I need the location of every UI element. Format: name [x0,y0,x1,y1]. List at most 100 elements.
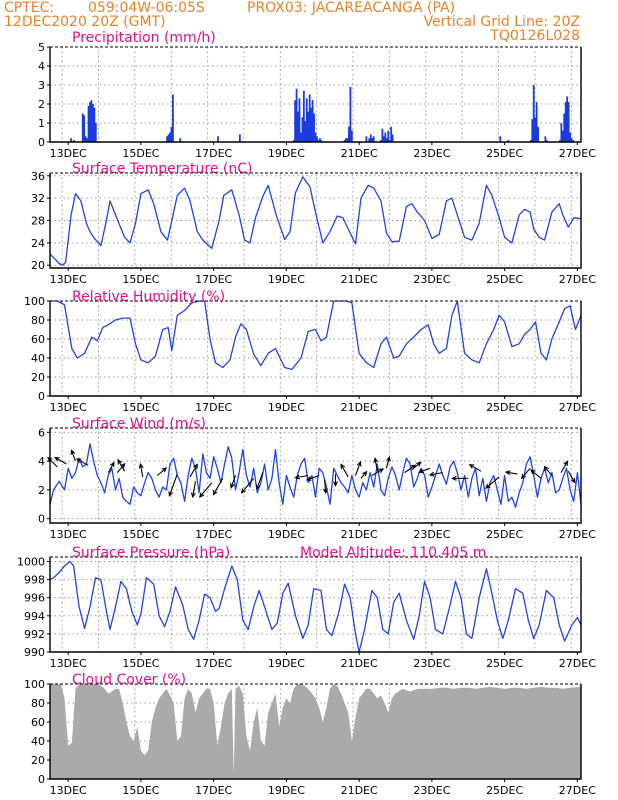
y-tick-label: 60 [31,716,45,729]
precip-bar [372,136,375,142]
pressure-series-line [49,560,582,653]
frame [49,557,582,653]
precip-bar [544,136,547,142]
precip-bar [302,90,305,142]
panel-title: Surface Wind (m/s) [72,416,206,432]
y-tick-label: 28 [31,215,45,228]
y-tick-label: 100 [24,295,45,308]
wind-arrow [240,478,255,494]
y-tick-label: 994 [24,610,45,623]
precip-bar [298,98,301,142]
precip-bar [529,140,532,142]
y-tick-label: 32 [31,192,45,205]
x-tick-label: 15DEC [122,147,159,160]
precip-bar [566,96,569,142]
precip-bar [537,126,539,142]
y-tick-label: 996 [24,592,45,605]
precip-bar [318,138,321,142]
y-tick-label: 40 [31,735,45,748]
panel-title: Surface Pressure (hPa) [72,545,230,561]
panel-cloud: 0 20 40 60 80 100 13DEC 15DEC 17DEC 19DEC 21DEC 23D… [24,672,596,797]
wind-arrow [451,475,469,481]
x-tick-label: 25DEC [486,657,523,670]
y-tick-label: 4 [38,60,45,73]
precip-bar [559,140,561,142]
y-tick-label: 2 [38,484,45,497]
x-tick-label: 25DEC [486,528,523,541]
y-tick-label: 990 [24,646,45,659]
y-tick-label: 0 [38,513,45,526]
y-tick-label: 1000 [17,556,45,569]
precip-bar [172,94,174,142]
header-coords: 059:04W-06:05S [88,0,205,16]
y-tick-label: 998 [24,574,45,587]
wind-arrow [504,470,518,476]
x-tick-label: 17DEC [195,528,232,541]
x-tick-label: 19DEC [268,401,305,414]
wind-arrow [484,476,500,489]
panel-wind: 0 2 4 6 13DEC 15DEC 17DEC 19DEC 21DEC 23DEC 25DEC 2… [38,416,596,541]
precip-bar [343,140,346,142]
precip-bar [570,138,573,142]
precip-bar [348,126,350,142]
precip-bar [569,132,571,142]
precip-bar [350,130,353,142]
precip-bar [567,102,570,142]
y-tick-label: 0 [38,136,45,149]
precip-bar [93,107,96,142]
precip-bar [70,138,72,142]
wind-arrow [428,471,443,477]
x-tick-label: 15DEC [122,528,159,541]
precip-bar [304,121,307,142]
wind-arrow [168,473,178,497]
header-grid-note: Vertical Grid Line: 20Z [423,14,580,30]
wind-arrow [333,474,338,487]
header-run-code: TQ0126L028 [490,28,580,44]
wind-arrow [530,469,542,479]
frame [49,47,582,143]
precip-bar [314,132,317,142]
precip-bar [86,138,88,142]
precip-bar [83,115,86,142]
x-tick-label: 17DEC [195,147,232,160]
y-tick-label: 2 [38,98,45,111]
frame [49,684,582,780]
precip-bar [535,102,538,142]
wind-arrow [116,462,126,473]
x-tick-label: 19DEC [268,784,305,797]
cloud-cover-area [50,684,581,779]
x-tick-label: 13DEC [50,401,87,414]
precip-bar [320,140,323,142]
precip-bar [499,136,502,142]
x-tick-label: 27DEC [559,401,596,414]
panel-rh: 0 20 40 60 80 100 13DEC 15DEC 17DEC 19DEC 21DEC 23D… [24,289,596,414]
precip-bar [563,113,566,142]
precip-bar [311,100,314,142]
x-tick-label: 27DEC [559,784,596,797]
precip-bar [391,134,394,142]
x-tick-label: 25DEC [486,273,523,286]
wind-arrow [230,475,237,489]
precip-bar [387,130,390,142]
precip-bar [380,140,382,142]
x-tick-label: 13DEC [50,528,87,541]
precip-bar [90,100,93,142]
x-tick-label: 27DEC [559,273,596,286]
wind-arrow [411,461,422,471]
y-tick-label: 5 [38,41,45,54]
precip-bar [317,140,320,142]
wind-arrow [75,458,89,466]
wind-arrow [70,449,76,462]
x-tick-label: 25DEC [486,401,523,414]
header-datetime: 12DEC2020 20Z (GMT) [4,14,166,30]
precip-bar [561,130,564,142]
x-tick-label: 27DEC [559,528,596,541]
frame [49,428,582,524]
precip-bar [572,140,574,142]
x-tick-label: 23DEC [413,147,450,160]
precip-bar [300,132,302,142]
precip-bar [390,126,393,142]
x-tick-label: 21DEC [341,784,378,797]
x-tick-label: 15DEC [122,401,159,414]
y-tick-label: 6 [38,426,45,439]
